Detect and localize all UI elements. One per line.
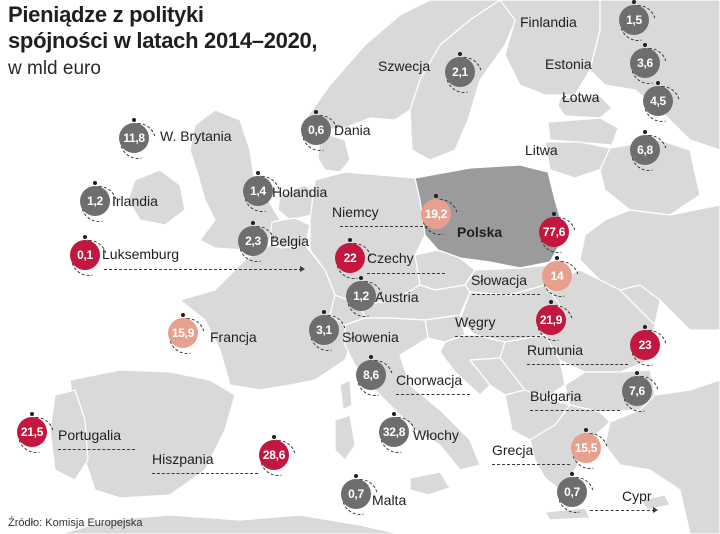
value-bubble-wlochy: 32,8	[379, 412, 409, 447]
leader-line-portugalia	[58, 449, 135, 450]
country-label-dania: Dania	[334, 122, 371, 138]
leader-line-rumunia	[527, 364, 628, 365]
country-label-estonia: Estonia	[545, 56, 592, 72]
country-label-francja: Francja	[210, 329, 257, 345]
land-finland	[499, 0, 601, 96]
leader-line-niemcy	[340, 226, 428, 227]
value-bubble-w-brytania: 11,8	[119, 118, 149, 153]
country-label-bulgaria: Bułgaria	[530, 388, 582, 404]
leader-line-hiszpania	[152, 473, 258, 474]
source-note: Źródło: Komisja Europejska	[8, 517, 143, 529]
country-label-belgia: Belgia	[270, 233, 309, 249]
country-label-szwecja: Szwecja	[378, 58, 431, 74]
value-bubble-estonia: 3,6	[630, 43, 660, 78]
value-bubble-malta: 0,7	[341, 474, 371, 509]
land-moldova	[619, 284, 661, 326]
country-label-cypr: Cypr	[622, 488, 652, 504]
value-bubble-polska: 77,6	[539, 212, 569, 247]
country-label-niemcy: Niemcy	[332, 204, 379, 220]
value-bubble-slowacja: 14	[542, 256, 572, 291]
country-label-polska: Polska	[457, 224, 503, 240]
value-bubble-dania: 0,6	[301, 110, 331, 145]
value-bubble-hiszpania: 28,6	[259, 435, 289, 470]
country-label-slowenia: Słowenia	[342, 329, 399, 345]
country-label-rumunia: Rumunia	[527, 342, 584, 358]
country-label-czechy: Czechy	[367, 250, 414, 266]
country-label-irlandia: Irlandia	[112, 193, 158, 209]
land-turkey	[604, 379, 720, 534]
leader-arrow-cypr	[653, 507, 658, 513]
country-label-austria: Austria	[375, 289, 419, 305]
land-cyprus	[639, 494, 671, 511]
country-label-hiszpania: Hiszpania	[152, 451, 214, 467]
leader-line-slowacja	[472, 294, 540, 295]
value-bubble-rumunia: 23	[630, 325, 660, 360]
country-label-lotwa: Łotwa	[562, 89, 600, 105]
land-north-africa	[59, 514, 401, 534]
page-title: Pieniądze z polityki spójności w latach …	[8, 2, 318, 54]
country-label-litwa: Litwa	[525, 142, 558, 158]
value-bubble-grecja: 15,5	[571, 428, 601, 463]
page-subtitle: w mld euro	[8, 58, 101, 79]
value-bubble-litwa: 6,8	[630, 130, 660, 165]
value-bubble-portugalia: 21,5	[17, 412, 47, 447]
value-bubble-slowenia: 3,1	[309, 310, 339, 345]
value-bubble-szwecja: 2,1	[445, 52, 475, 87]
country-label-grecja: Grecja	[492, 442, 534, 458]
value-bubble-luksemburg: 0,1	[70, 235, 100, 270]
country-label-finlandia: Finlandia	[520, 14, 577, 30]
country-label-wlochy: Włochy	[413, 427, 459, 443]
value-bubble-chorwacja: 8,6	[356, 355, 386, 390]
leader-line-czechy	[367, 273, 445, 274]
leader-line-luksemburg	[104, 269, 302, 270]
value-bubble-bulgaria: 7,6	[622, 371, 652, 406]
country-label-w-brytania: W. Brytania	[160, 128, 232, 144]
country-label-chorwacja: Chorwacja	[396, 372, 463, 388]
country-label-slowacja: Słowacja	[471, 272, 528, 288]
value-bubble-wegry: 21,9	[536, 300, 566, 335]
value-bubble-niemcy: 19,2	[421, 194, 451, 229]
value-bubble-czechy: 22	[335, 238, 365, 273]
leader-line-chorwacja	[396, 394, 470, 395]
value-bubble-lotwa: 4,5	[643, 81, 673, 116]
leader-line-cypr	[590, 510, 655, 511]
country-label-portugalia: Portugalia	[58, 427, 122, 443]
leader-line-wegry	[455, 336, 540, 337]
country-label-luksemburg: Luksemburg	[102, 246, 180, 262]
value-bubble-cypr: 0,7	[557, 472, 587, 507]
value-bubble-finlandia: 1,5	[619, 0, 649, 35]
value-bubble-belgia: 2,3	[238, 221, 268, 256]
value-bubble-holandia: 1,4	[243, 171, 273, 206]
title-line-2: spójności w latach 2014–2020,	[8, 28, 318, 53]
land-denmark	[317, 134, 351, 173]
leader-line-bulgaria	[530, 410, 620, 411]
leader-arrow-luksemburg	[300, 266, 305, 272]
country-label-holandia: Holandia	[272, 184, 328, 200]
land-portugal	[49, 389, 89, 481]
leader-line-grecja	[492, 464, 570, 465]
land-latvia	[547, 117, 619, 146]
land-sicily	[409, 471, 451, 496]
land-sardinia	[334, 414, 356, 461]
value-bubble-francja: 15,9	[168, 313, 198, 348]
country-label-wegry: Węgry	[455, 314, 496, 330]
title-line-1: Pieniądze z polityki	[8, 2, 204, 27]
value-bubble-irlandia: 1,2	[80, 181, 110, 216]
land-poland	[414, 164, 566, 269]
land-corsica	[339, 379, 353, 411]
value-bubble-austria: 1,2	[346, 276, 376, 311]
country-label-malta: Malta	[372, 492, 407, 508]
land-ireland	[127, 169, 186, 226]
